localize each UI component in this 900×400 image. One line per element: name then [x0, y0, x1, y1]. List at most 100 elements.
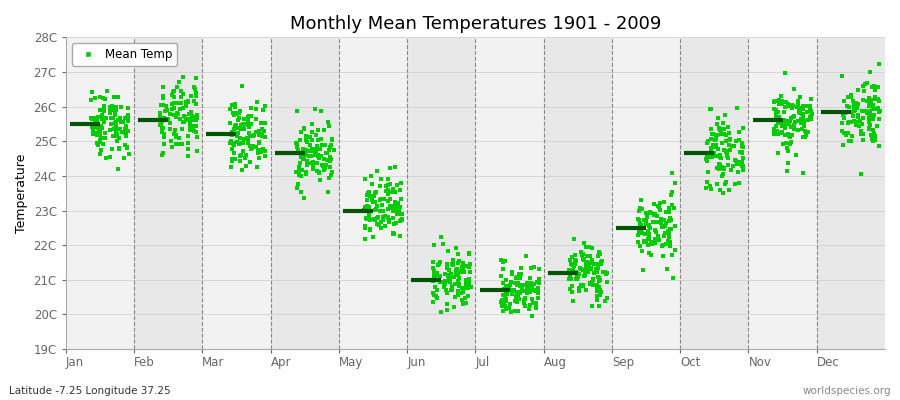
- Point: [373, 183, 387, 189]
- Point: [440, 272, 454, 278]
- Point: [509, 297, 524, 303]
- Point: [105, 114, 120, 121]
- Point: [427, 242, 441, 248]
- Point: [292, 168, 307, 174]
- Point: [362, 216, 376, 223]
- Point: [719, 150, 733, 157]
- Point: [121, 112, 135, 118]
- Point: [455, 265, 470, 271]
- Point: [391, 182, 405, 188]
- Point: [564, 276, 579, 282]
- Point: [393, 218, 408, 224]
- Point: [769, 113, 783, 119]
- Point: [523, 275, 537, 282]
- Point: [121, 118, 135, 124]
- Point: [796, 103, 810, 110]
- Point: [236, 123, 250, 130]
- Point: [796, 170, 811, 176]
- Point: [453, 269, 467, 276]
- Point: [391, 210, 405, 217]
- Point: [848, 106, 862, 112]
- Point: [231, 130, 246, 136]
- Point: [434, 309, 448, 316]
- Point: [230, 110, 244, 116]
- Point: [704, 148, 718, 154]
- Point: [736, 166, 751, 173]
- Point: [121, 116, 135, 123]
- Point: [166, 106, 180, 112]
- Point: [644, 239, 658, 245]
- Point: [705, 131, 719, 138]
- Point: [367, 215, 382, 222]
- Point: [85, 97, 99, 104]
- Point: [508, 293, 523, 299]
- Point: [803, 108, 817, 114]
- Point: [428, 271, 443, 278]
- Point: [589, 266, 603, 273]
- Point: [394, 196, 409, 202]
- Point: [253, 147, 267, 154]
- Point: [706, 131, 720, 137]
- Point: [577, 273, 591, 279]
- Point: [362, 216, 376, 222]
- Point: [389, 220, 403, 226]
- Point: [498, 297, 512, 304]
- Point: [358, 204, 373, 210]
- Point: [303, 148, 318, 154]
- Text: worldspecies.org: worldspecies.org: [803, 386, 891, 396]
- Point: [867, 83, 881, 90]
- Point: [794, 120, 808, 126]
- Point: [720, 124, 734, 130]
- Point: [248, 116, 263, 123]
- Point: [712, 166, 726, 173]
- Point: [700, 153, 715, 160]
- Point: [801, 129, 815, 135]
- Point: [496, 259, 510, 265]
- Point: [383, 180, 398, 187]
- Point: [450, 278, 464, 284]
- Point: [572, 271, 586, 278]
- Point: [224, 164, 238, 171]
- Point: [442, 267, 456, 273]
- Point: [769, 129, 783, 135]
- Point: [109, 106, 123, 113]
- Point: [183, 124, 197, 130]
- Point: [118, 115, 132, 121]
- Point: [642, 223, 656, 230]
- Point: [861, 94, 876, 101]
- Point: [513, 274, 527, 281]
- Point: [785, 132, 799, 138]
- Point: [437, 284, 452, 290]
- Point: [294, 172, 309, 179]
- Point: [499, 291, 513, 298]
- Point: [527, 288, 542, 294]
- Point: [652, 200, 667, 206]
- Point: [858, 108, 872, 114]
- Point: [227, 130, 241, 137]
- Point: [726, 162, 741, 169]
- Point: [320, 150, 335, 156]
- Point: [227, 112, 241, 118]
- Point: [426, 289, 440, 296]
- Point: [374, 218, 388, 225]
- Point: [439, 286, 454, 293]
- Point: [87, 95, 102, 102]
- Point: [308, 151, 322, 158]
- Point: [703, 154, 717, 160]
- Point: [247, 132, 261, 138]
- Point: [447, 304, 462, 310]
- Point: [850, 112, 865, 118]
- Point: [323, 144, 338, 150]
- Point: [382, 218, 396, 224]
- Point: [590, 260, 604, 267]
- Point: [367, 190, 382, 197]
- Point: [798, 132, 813, 138]
- Point: [250, 99, 265, 105]
- Point: [719, 148, 733, 155]
- Point: [325, 136, 339, 143]
- Point: [704, 106, 718, 112]
- Bar: [749, 37, 816, 349]
- Point: [311, 136, 326, 143]
- Point: [579, 259, 593, 265]
- Point: [394, 216, 409, 223]
